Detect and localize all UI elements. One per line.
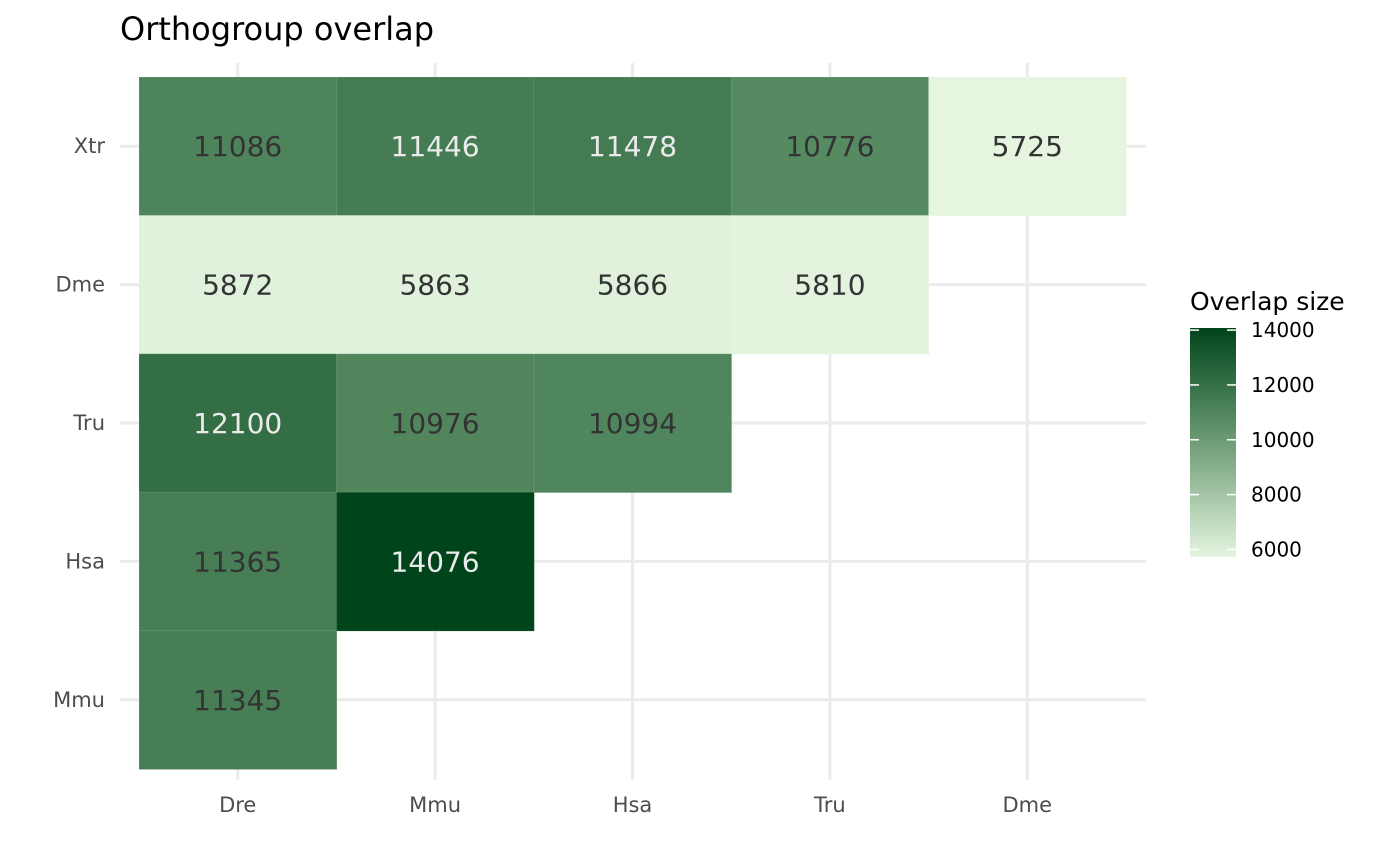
heatmap-cell-dre-mmu [138, 630, 338, 770]
heatmap-cell-dme-xtr [928, 76, 1127, 217]
cell-value-labels: 11086 11446 11478 10776 5725 5872 5863 5866 5810… [193, 130, 1063, 717]
y-tick-label-dme: Dme [55, 273, 105, 297]
y-axis: Xtr Dme Tru Hsa Mmu [53, 134, 105, 712]
cell-value-label: 14076 [391, 545, 480, 578]
heatmap-cell-dre-hsa [138, 491, 338, 632]
x-tick-label-dme: Dme [1003, 793, 1053, 817]
heatmap-cell-hsa-tru [533, 353, 733, 494]
cell-value-label: 10994 [588, 407, 677, 440]
cell-value-label: 12100 [193, 407, 282, 440]
heatmap-cell-tru-xtr [730, 76, 930, 217]
legend: Overlap size 6000 8000 10000 12000 14000 [1190, 287, 1345, 561]
heatmap-cell-hsa-dme [533, 214, 733, 355]
x-axis: Dre Mmu Hsa Tru Dme [219, 793, 1052, 817]
x-tick-label-mmu: Mmu [409, 793, 461, 817]
cell-value-label: 11086 [193, 130, 282, 163]
x-tick-label-dre: Dre [219, 793, 256, 817]
cell-value-label: 5725 [992, 130, 1063, 163]
cell-value-label: 11365 [193, 545, 282, 578]
heatmap-cell-mmu-xtr [335, 76, 535, 217]
cell-value-label: 5863 [399, 269, 470, 302]
y-tick-label-mmu: Mmu [53, 688, 105, 712]
heatmap-cells [138, 76, 1127, 770]
legend-tick-label: 8000 [1251, 483, 1302, 507]
y-tick-label-hsa: Hsa [65, 549, 105, 573]
heatmap-cell-tru-dme [730, 214, 930, 355]
heatmap-cell-dre-xtr [138, 76, 338, 217]
cell-value-label: 5810 [794, 269, 865, 302]
y-tick-label-tru: Tru [72, 411, 105, 435]
y-tick-label-xtr: Xtr [74, 134, 106, 158]
legend-title: Overlap size [1190, 287, 1345, 316]
heatmap-cell-dre-tru [138, 353, 338, 494]
cell-value-label: 5872 [202, 269, 273, 302]
heatmap-cell-mmu-tru [335, 353, 535, 494]
heatmap-cell-mmu-dme [335, 214, 535, 355]
cell-value-label: 11446 [391, 130, 480, 163]
legend-tick-label: 14000 [1251, 318, 1315, 342]
cell-value-label: 5866 [597, 269, 668, 302]
cell-value-label: 11478 [588, 130, 677, 163]
legend-tick-label: 6000 [1251, 537, 1302, 561]
legend-tick-label: 10000 [1251, 428, 1315, 452]
cell-value-label: 10776 [785, 130, 874, 163]
x-tick-label-tru: Tru [813, 793, 846, 817]
x-tick-label-hsa: Hsa [613, 793, 653, 817]
heatmap-cell-mmu-hsa [335, 491, 535, 632]
chart-title: Orthogroup overlap [120, 10, 434, 48]
cell-value-label: 10976 [391, 407, 480, 440]
cell-value-label: 11345 [193, 684, 282, 717]
legend-tick-label: 12000 [1251, 373, 1315, 397]
legend-colorbar [1190, 328, 1236, 557]
heatmap-cell-dre-dme [138, 214, 338, 355]
